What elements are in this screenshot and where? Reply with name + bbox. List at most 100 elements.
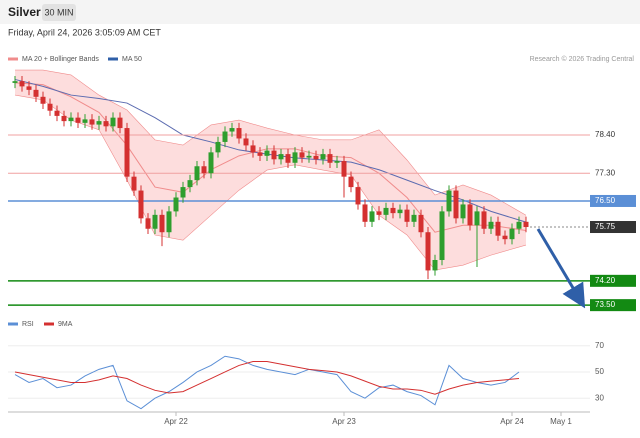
candle-body xyxy=(313,155,319,160)
header-bar xyxy=(0,0,640,24)
x-tick-label: Apr 23 xyxy=(332,417,356,426)
candle-body xyxy=(131,176,137,191)
level-label: 74.20 xyxy=(595,276,616,285)
candle-body xyxy=(236,128,242,139)
level-label-bg xyxy=(590,299,636,312)
candle-body xyxy=(404,209,410,222)
candle-body xyxy=(432,260,438,271)
candle-body xyxy=(166,211,172,233)
candle-body xyxy=(327,154,333,163)
candle-body xyxy=(320,154,326,160)
candle-body xyxy=(348,176,354,188)
rsi-line xyxy=(14,355,520,410)
band-line xyxy=(15,69,527,216)
candle-body xyxy=(509,228,515,240)
candle-body xyxy=(495,221,501,236)
y-tick-label: 50 xyxy=(595,367,604,376)
candle-body xyxy=(243,138,249,146)
candle-body xyxy=(292,152,298,163)
y-tick-label: 30 xyxy=(595,393,604,402)
candle-body xyxy=(208,152,214,174)
candle-body xyxy=(152,214,158,229)
candle-body xyxy=(26,86,32,90)
band-fill xyxy=(15,70,526,271)
candle-body xyxy=(264,150,270,156)
candle-body xyxy=(61,115,67,122)
candle-body xyxy=(145,218,151,229)
candle-body xyxy=(390,207,396,214)
candle-body xyxy=(54,110,60,116)
level-label-bg xyxy=(590,194,636,207)
candle-body xyxy=(257,152,263,156)
level-label: 78.40 xyxy=(595,130,616,139)
candle-body xyxy=(117,117,123,129)
candle-body xyxy=(159,214,165,233)
forecast-arrow xyxy=(536,228,586,309)
candle-body xyxy=(341,161,347,177)
candle-body xyxy=(271,150,277,160)
plot: 78.40 77.30 76.50 75.75 74.20 73.50 30 50 70 Apr … xyxy=(8,69,636,426)
candle-body xyxy=(47,103,53,111)
x-tick-label: Apr 24 xyxy=(500,417,524,426)
candle-body xyxy=(383,207,389,215)
title: Silver xyxy=(8,5,41,19)
candle-body xyxy=(96,121,102,125)
candle-body xyxy=(299,152,305,158)
level-label: 76.50 xyxy=(595,196,616,205)
timeframe-box xyxy=(42,4,76,21)
candle-body xyxy=(138,190,144,219)
candle-body xyxy=(180,187,186,198)
level-label-bg xyxy=(590,221,636,234)
legend-label: MA 50 xyxy=(122,56,142,63)
y-tick-label: 70 xyxy=(595,341,604,350)
candle-body xyxy=(19,81,25,87)
candle-body xyxy=(425,232,431,271)
candle-body xyxy=(173,197,179,212)
candle-body xyxy=(516,221,522,229)
legend-label: MA 20 + Bollinger Bands xyxy=(22,56,99,63)
candle-body xyxy=(362,204,368,222)
candle-body xyxy=(376,211,382,215)
candle-body xyxy=(411,214,417,222)
candle-body xyxy=(481,211,487,229)
candle-body xyxy=(250,145,256,153)
candle-body xyxy=(222,131,228,142)
candle-body xyxy=(187,180,193,188)
candle-body xyxy=(523,221,529,228)
candle-body xyxy=(502,235,508,240)
rsi-line xyxy=(14,360,520,395)
legend-label: 9MA xyxy=(58,321,73,328)
candle-body xyxy=(334,161,340,163)
candle-body xyxy=(194,166,200,181)
candle-body xyxy=(467,204,473,226)
x-tick-label: May 1 xyxy=(550,417,572,426)
candle-body xyxy=(439,211,445,260)
candle-body xyxy=(201,166,207,174)
candle-body xyxy=(124,128,130,177)
candle-body xyxy=(215,141,221,153)
candle-body xyxy=(474,211,480,226)
candle-body xyxy=(369,211,375,222)
candle-body xyxy=(68,117,74,122)
candle-body xyxy=(82,119,88,123)
candle-body xyxy=(397,209,403,214)
timeframe: 30 MIN xyxy=(44,7,73,17)
candle-body xyxy=(103,121,109,127)
candle-body xyxy=(306,155,312,158)
candle-body xyxy=(89,119,95,125)
credit: Research © 2026 Trading Central xyxy=(530,55,635,63)
candle-body xyxy=(40,96,46,104)
level-label-bg xyxy=(590,274,636,287)
candle-body xyxy=(285,154,291,163)
candle-body xyxy=(355,187,361,205)
candle-body xyxy=(33,89,39,97)
candle-body xyxy=(453,190,459,219)
candle-body xyxy=(278,154,284,160)
candle-body xyxy=(110,117,116,127)
level-label: 75.75 xyxy=(595,222,616,231)
level-label: 73.50 xyxy=(595,300,616,309)
legend-label: RSI xyxy=(22,321,34,328)
x-tick-label: Apr 22 xyxy=(164,417,188,426)
